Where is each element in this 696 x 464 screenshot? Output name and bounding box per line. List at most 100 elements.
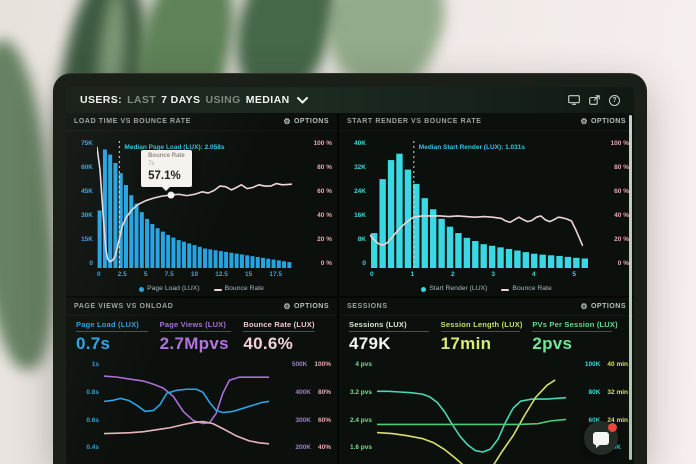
metric-value: 2pvs — [532, 334, 573, 353]
metric-label: Page Views (LUX) — [159, 320, 232, 332]
axis-tick: 30K — [81, 212, 93, 220]
chart-canvas — [377, 363, 566, 464]
tooltip-value: 57.1% — [148, 170, 181, 183]
laptop: USERS: LAST 7 DAYS USING MEDIAN ? — [53, 73, 647, 464]
plot-area[interactable]: Median Start Render (LUX): 1.031s — [370, 141, 589, 268]
page-title: USERS: LAST 7 DAYS USING MEDIAN — [80, 94, 308, 106]
axis-tick: 80 % — [614, 164, 629, 172]
metric: Session Length (LUX) 17min — [440, 320, 533, 357]
panel-header: START RENDER VS BOUNCE RATE ⚙ OPTIONS — [339, 113, 634, 131]
axis-tick: 0 — [97, 271, 101, 278]
panel-load-time: LOAD TIME VS BOUNCE RATE ⚙ OPTIONS 75K 60… — [66, 113, 337, 296]
export-icon[interactable] — [589, 95, 600, 105]
axis-tick: 16K — [354, 212, 366, 220]
median-annotation: Median Start Render (LUX): 1.031s — [418, 144, 525, 151]
title-users: USERS: — [80, 94, 123, 106]
axis-tick: 0 — [362, 260, 366, 268]
chart-legend: Page Load (LUX) Bounce Rate — [66, 285, 337, 293]
plot-area[interactable] — [377, 363, 566, 464]
gear-icon: ⚙ — [283, 116, 291, 126]
axis-row: 60K 24 min — [588, 416, 628, 424]
metric: Bounce Rate (LUX) 40.6% — [243, 320, 327, 357]
legend-label: Bounce Rate — [512, 285, 552, 293]
axis-tick: 17.5 — [269, 271, 282, 278]
title-median[interactable]: MEDIAN — [245, 94, 290, 106]
axis-tick: 0 — [89, 260, 93, 268]
y-axis-left: 40K 32K 24K 16K 8K 0 — [343, 140, 366, 268]
axis-tick: 4 — [531, 271, 536, 278]
options-label: OPTIONS — [590, 118, 626, 125]
legend-label: Page Load (LUX) — [147, 285, 200, 293]
legend-label: Start Render (LUX) — [429, 285, 488, 293]
topbar: USERS: LAST 7 DAYS USING MEDIAN ? — [66, 87, 634, 113]
panel-sessions: SESSIONS ⚙ OPTIONS Sessions (LUX) 479K Ses… — [339, 298, 634, 464]
title-using: USING — [205, 94, 241, 106]
axis-tick: 0 — [370, 271, 374, 278]
median-annotation: Median Page Load (LUX): 2.058s — [124, 144, 225, 151]
plot-area[interactable] — [104, 363, 269, 464]
chat-bubble-icon — [593, 431, 609, 448]
axis-row: 40K — [609, 444, 621, 452]
chart-sessions: 4 pvs 3.2 pvs 2.4 pvs 1.6 pvs 100K 40 min 80K… — [339, 357, 634, 464]
metric: PVs Per Session (LUX) 2pvs — [532, 320, 624, 357]
x-axis: 0 2.5 5 7.5 10 12.5 15 17.5 — [97, 271, 282, 280]
y-axis-left: 75K 60K 45K 30K 15K 0 — [70, 140, 93, 268]
axis-tick: 3 — [491, 271, 496, 278]
options-button[interactable]: ⚙ OPTIONS — [283, 116, 329, 126]
axis-tick: 75K — [81, 140, 93, 147]
axis-tick: 20 % — [317, 236, 332, 244]
chart-legend: Start Render (LUX) Bounce Rate — [339, 285, 634, 293]
axis-tick: 2.4 pvs — [349, 416, 372, 424]
metric: Page Load (LUX) 0.7s — [76, 320, 160, 357]
axis-tick: 0 % — [320, 260, 332, 268]
axis-tick: 5 — [143, 271, 148, 278]
axis-tick: 100 % — [610, 140, 629, 147]
plot-area[interactable]: Median Page Load (LUX): 2.058s Bounce Ra… — [97, 141, 292, 268]
legend-item: Page Load (LUX) — [139, 285, 200, 293]
series-line-icon — [213, 288, 222, 291]
help-icon[interactable]: ? — [609, 94, 620, 106]
axis-tick: 100 % — [313, 140, 332, 147]
axis-tick: 0.4s — [86, 444, 99, 452]
metric-value: 0.7s — [76, 334, 111, 353]
axis-tick: 60 % — [614, 188, 629, 196]
axis-tick: 40 % — [317, 212, 332, 220]
options-button[interactable]: ⚙ OPTIONS — [580, 301, 626, 311]
options-button[interactable]: ⚙ OPTIONS — [580, 116, 626, 126]
options-label: OPTIONS — [590, 303, 626, 310]
metric-value: 2.7Mpvs — [159, 334, 229, 353]
axis-tick: 0 % — [617, 260, 629, 268]
dashboard-grid: LOAD TIME VS BOUNCE RATE ⚙ OPTIONS 75K 60… — [66, 113, 634, 464]
options-label: OPTIONS — [293, 303, 329, 310]
axis-row: 500K 100% — [291, 361, 331, 368]
y-axis-right: 500K 100% 400K 80% 300K 60% 200K 40% — [273, 361, 331, 452]
axis-tick: 4 pvs — [355, 361, 372, 368]
axis-tick: 7.5 — [164, 271, 174, 278]
gear-icon: ⚙ — [580, 116, 588, 126]
axis-tick: 1s — [91, 361, 99, 368]
axis-tick: 5 — [572, 271, 576, 278]
tooltip: Bounce Rate 7s 57.1% — [141, 150, 192, 192]
metrics-row: Sessions (LUX) 479K Session Length (LUX) 17… — [339, 316, 634, 357]
panel-start-render: START RENDER VS BOUNCE RATE ⚙ OPTIONS 40… — [339, 113, 634, 296]
chevron-down-icon[interactable] — [296, 96, 308, 104]
axis-tick: 60 % — [317, 188, 332, 196]
chat-button[interactable] — [584, 421, 618, 455]
legend-item: Bounce Rate — [213, 285, 264, 293]
metric: Page Views (LUX) 2.7Mpvs — [159, 320, 244, 357]
axis-tick: 2 — [450, 271, 455, 278]
axis-tick: 40 % — [614, 212, 629, 220]
display-icon[interactable] — [568, 95, 580, 105]
y-axis-right: 100 % 80 % 60 % 40 % 20 % 0 % — [296, 140, 332, 268]
axis-tick: 80 % — [317, 164, 332, 172]
series-dot-icon — [421, 287, 427, 293]
y-axis-left: 4 pvs 3.2 pvs 2.4 pvs 1.6 pvs — [345, 361, 372, 452]
scrollbar[interactable] — [629, 115, 632, 460]
axis-tick: 15K — [81, 236, 93, 244]
gear-icon: ⚙ — [580, 301, 588, 311]
chart-canvas — [370, 141, 588, 268]
legend-item: Start Render (LUX) — [421, 285, 488, 293]
options-button[interactable]: ⚙ OPTIONS — [283, 302, 329, 311]
panel-title: LOAD TIME VS BOUNCE RATE — [74, 118, 191, 125]
y-axis-left: 1s 0.8s 0.6s 0.4s — [72, 361, 99, 452]
